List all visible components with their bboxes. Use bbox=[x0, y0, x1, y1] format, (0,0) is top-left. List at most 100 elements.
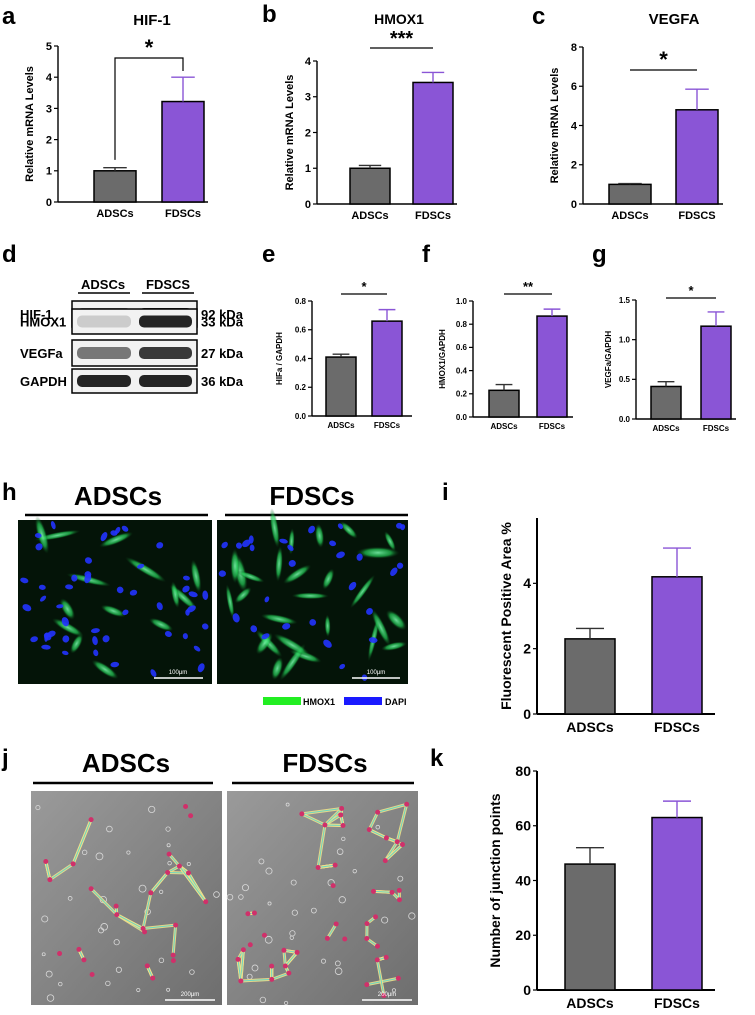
dapi-nucleus bbox=[122, 609, 129, 616]
tube-header-fdscs: FDSCs bbox=[282, 748, 367, 778]
chart-a-tick-label: 0 bbox=[46, 197, 52, 209]
dapi-nucleus bbox=[84, 557, 92, 564]
tube-scalebar-label-fdscs: 200μm bbox=[378, 992, 396, 998]
junction-point bbox=[89, 971, 95, 977]
cell-debris bbox=[258, 858, 265, 865]
junction-point bbox=[183, 804, 189, 810]
chart-g-tick-label: 0.0 bbox=[619, 415, 631, 424]
cell-debris bbox=[136, 987, 141, 993]
hmox1-cell bbox=[170, 581, 180, 609]
chart-b-bar-fdscs bbox=[412, 81, 454, 205]
chart-c-sig-text: * bbox=[659, 47, 668, 72]
tube-segment-core bbox=[326, 923, 337, 939]
dapi-nucleus bbox=[356, 553, 363, 561]
cell-debris bbox=[391, 988, 397, 993]
chart-i-tick-label: 2 bbox=[523, 641, 531, 657]
chart-a-bar-fdscs bbox=[161, 100, 205, 203]
chart-a-sig-text: * bbox=[145, 35, 154, 60]
cell-debris bbox=[291, 909, 298, 916]
chart-b-tick-label: 2 bbox=[305, 127, 311, 139]
dapi-nucleus bbox=[61, 617, 69, 627]
cell-debris bbox=[213, 891, 220, 898]
chart-a-hif1-mrna: HIF-1 0 1 2 3 4 5 Relative mRNA Levels ADSCs FDSC… bbox=[24, 12, 208, 220]
dapi-nucleus bbox=[329, 540, 337, 547]
chart-e-ylabel: HIFa / GAPDH bbox=[275, 332, 284, 385]
tube-formation-panel: ADSCs FDSCs 200μm 200μm bbox=[31, 748, 418, 1006]
chart-k-junction-points: 0 20 40 60 80 Number of junction points ADSCs F… bbox=[487, 763, 715, 1011]
dapi-nucleus bbox=[309, 619, 317, 626]
junction-point bbox=[113, 903, 119, 909]
junction-point bbox=[371, 888, 377, 894]
dapi-nucleus bbox=[232, 613, 240, 623]
hmox1-cell bbox=[148, 617, 174, 632]
junction-point bbox=[43, 858, 49, 864]
junction-point bbox=[286, 970, 292, 976]
tube-segment-core bbox=[240, 978, 272, 982]
fluor-header-adscs: ADSCs bbox=[74, 481, 162, 511]
wb-protein-label: HMOX1 bbox=[20, 315, 66, 330]
junction-point bbox=[203, 899, 209, 905]
chart-f-tick-label: 0.2 bbox=[456, 390, 468, 399]
junction-point bbox=[281, 947, 287, 953]
dapi-nucleus bbox=[110, 661, 120, 668]
chart-k-tick-label: 80 bbox=[515, 763, 531, 779]
dapi-nucleus bbox=[156, 542, 164, 549]
dapi-nucleus bbox=[336, 551, 345, 559]
dapi-nucleus bbox=[35, 543, 43, 551]
chart-k-tick-label: 60 bbox=[515, 818, 531, 834]
chart-e-category-label: FDSCs bbox=[374, 421, 401, 430]
dapi-nucleus bbox=[235, 542, 243, 549]
hmox1-cell bbox=[385, 609, 407, 631]
cell-debris bbox=[159, 889, 164, 894]
junction-point bbox=[330, 883, 336, 889]
dapi-nucleus bbox=[62, 650, 69, 656]
hmox1-cell bbox=[190, 559, 202, 593]
hmox1-cell bbox=[322, 568, 335, 590]
junction-point bbox=[88, 886, 94, 892]
dapi-nucleus bbox=[287, 544, 294, 551]
wb-header-adscs: ADSCs bbox=[81, 277, 125, 292]
cell-debris bbox=[106, 825, 113, 833]
hmox1-cell bbox=[314, 523, 325, 548]
junction-point bbox=[150, 975, 156, 981]
panel-label-b: b bbox=[262, 1, 277, 28]
junction-point bbox=[76, 946, 82, 952]
junction-point bbox=[399, 842, 405, 848]
cell-debris bbox=[238, 894, 244, 900]
chart-i-category-label: ADSCs bbox=[566, 719, 614, 735]
tube-segment-core bbox=[179, 865, 207, 903]
cell-debris bbox=[67, 896, 73, 901]
chart-e-hifa-gapdh: 0.0 0.2 0.4 0.6 0.8 HIFa / GAPDH ADSCs FDSCs * bbox=[275, 279, 412, 430]
dapi-nucleus bbox=[308, 525, 315, 534]
wb-band bbox=[139, 347, 192, 359]
hmox1-cell bbox=[260, 613, 298, 625]
chart-b-ylabel: Relative mRNA Levels bbox=[284, 75, 296, 191]
chart-g-sig-text: * bbox=[688, 283, 694, 298]
hmox1-cell bbox=[350, 574, 376, 609]
junction-point bbox=[383, 835, 389, 841]
cell-debris bbox=[186, 861, 191, 867]
hmox1-cell bbox=[99, 531, 134, 548]
cell-debris bbox=[338, 896, 346, 904]
dapi-nucleus bbox=[84, 573, 92, 584]
dapi-nucleus bbox=[366, 608, 373, 615]
junction-point bbox=[332, 862, 338, 868]
fluorescence-panel: ADSCs FDSCs 100μm 100μm HMOX1 DAPI bbox=[18, 481, 408, 707]
chart-f-ylabel: HMOX1/GAPDH bbox=[438, 329, 447, 389]
dapi-nucleus bbox=[65, 584, 74, 590]
chart-c-title: VEGFA bbox=[649, 11, 700, 28]
dapi-nucleus bbox=[202, 590, 209, 600]
legend-label-dapi: DAPI bbox=[385, 697, 407, 707]
panel-label-i: i bbox=[442, 479, 449, 506]
cell-debris bbox=[289, 930, 296, 937]
hmox1-cell bbox=[381, 641, 407, 651]
panel-label-d: d bbox=[2, 241, 17, 268]
junction-point bbox=[170, 958, 176, 964]
cell-debris bbox=[35, 805, 41, 811]
chart-k-category-label: FDSCs bbox=[654, 995, 700, 1011]
chart-c-category-label: FDSCS bbox=[678, 210, 715, 222]
chart-c-category-label: ADSCs bbox=[611, 210, 648, 222]
chart-g-tick-label: 1.5 bbox=[619, 296, 631, 305]
cell-debris bbox=[126, 850, 131, 855]
chart-i-bar-fdscs bbox=[651, 576, 703, 715]
